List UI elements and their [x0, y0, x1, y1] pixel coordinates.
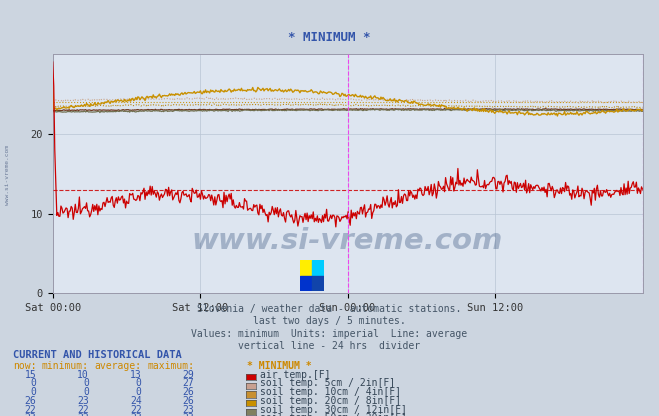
Text: maximum:: maximum:: [148, 361, 194, 371]
Text: 13: 13: [130, 370, 142, 380]
Text: 22: 22: [24, 405, 36, 415]
Text: now:: now:: [13, 361, 36, 371]
Text: Values: minimum  Units: imperial  Line: average: Values: minimum Units: imperial Line: av…: [191, 329, 468, 339]
Text: Slovenia / weather data - automatic stations.: Slovenia / weather data - automatic stat…: [197, 304, 462, 314]
Text: * MINIMUM *: * MINIMUM *: [247, 361, 312, 371]
Bar: [312, 260, 324, 275]
Text: 23: 23: [130, 414, 142, 416]
Text: 24: 24: [130, 396, 142, 406]
Text: average:: average:: [95, 361, 142, 371]
Text: soil temp. 5cm / 2in[F]: soil temp. 5cm / 2in[F]: [260, 379, 395, 389]
Text: minimum:: minimum:: [42, 361, 89, 371]
Text: 0: 0: [136, 379, 142, 389]
Text: 26: 26: [183, 387, 194, 397]
Text: soil temp. 30cm / 12in[F]: soil temp. 30cm / 12in[F]: [260, 405, 407, 415]
Text: 15: 15: [24, 370, 36, 380]
Text: 0: 0: [30, 379, 36, 389]
Text: 0: 0: [30, 387, 36, 397]
Text: 23: 23: [77, 396, 89, 406]
Bar: [312, 275, 324, 291]
Text: 0: 0: [83, 379, 89, 389]
Text: soil temp. 50cm / 20in[F]: soil temp. 50cm / 20in[F]: [260, 414, 407, 416]
Text: 0: 0: [83, 387, 89, 397]
Text: www.si-vreme.com: www.si-vreme.com: [192, 227, 503, 255]
Text: www.si-vreme.com: www.si-vreme.com: [5, 145, 11, 205]
Text: 29: 29: [183, 370, 194, 380]
Text: * MINIMUM *: * MINIMUM *: [288, 31, 371, 44]
Text: soil temp. 10cm / 4in[F]: soil temp. 10cm / 4in[F]: [260, 387, 401, 397]
Text: 22: 22: [77, 405, 89, 415]
Text: 26: 26: [183, 396, 194, 406]
Text: 22: 22: [130, 405, 142, 415]
Text: air temp.[F]: air temp.[F]: [260, 370, 331, 380]
Text: 27: 27: [183, 379, 194, 389]
Text: 10: 10: [77, 370, 89, 380]
Text: soil temp. 20cm / 8in[F]: soil temp. 20cm / 8in[F]: [260, 396, 401, 406]
Text: 23: 23: [183, 414, 194, 416]
Bar: [300, 260, 312, 275]
Text: CURRENT AND HISTORICAL DATA: CURRENT AND HISTORICAL DATA: [13, 350, 182, 360]
Text: 23: 23: [183, 405, 194, 415]
Text: 23: 23: [24, 414, 36, 416]
Text: 0: 0: [136, 387, 142, 397]
Bar: [300, 275, 312, 291]
Text: vertical line - 24 hrs  divider: vertical line - 24 hrs divider: [239, 341, 420, 351]
Text: last two days / 5 minutes.: last two days / 5 minutes.: [253, 316, 406, 326]
Text: 22: 22: [77, 414, 89, 416]
Text: 26: 26: [24, 396, 36, 406]
